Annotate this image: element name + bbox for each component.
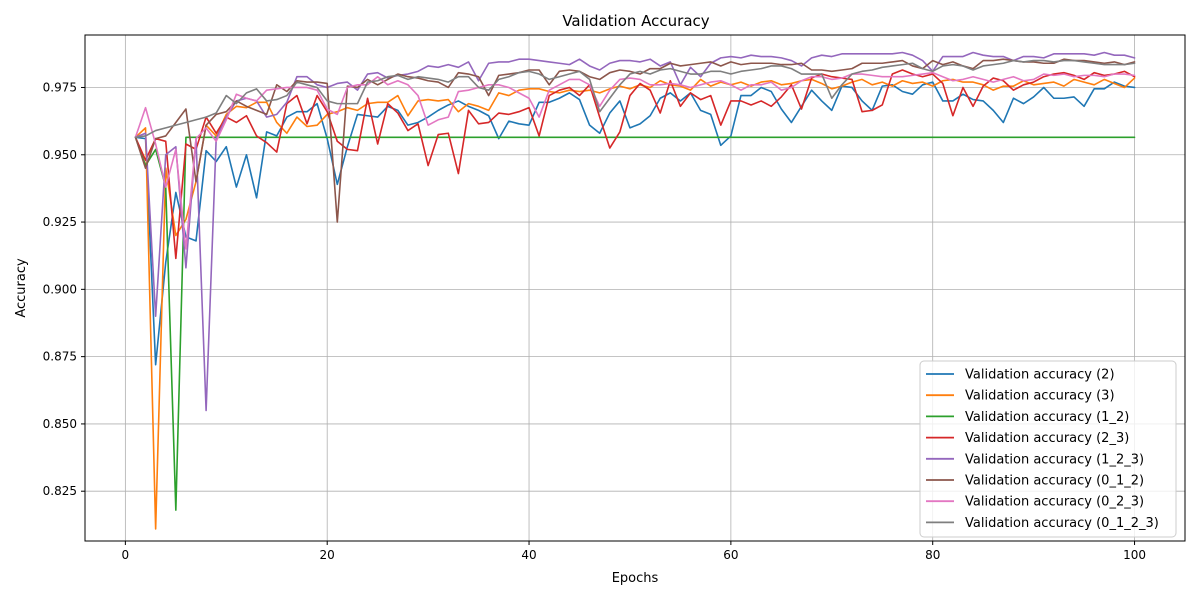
x-tick-label: 60: [723, 548, 738, 562]
y-tick-label: 0.875: [43, 350, 77, 364]
y-axis-ticks: 0.825 0.850 0.875 0.900 0.925 0.950 0.975: [43, 80, 85, 498]
chart-title: Validation Accuracy: [562, 12, 709, 30]
legend-label: Validation accuracy (1_2_3): [965, 452, 1144, 467]
x-tick-label: 0: [122, 548, 130, 562]
y-tick-label: 0.850: [43, 417, 77, 431]
y-axis-label: Accuracy: [14, 258, 29, 318]
series-group: [134, 51, 1136, 530]
legend-label: Validation accuracy (0_1_2_3): [965, 516, 1159, 531]
legend-label: Validation accuracy (3): [965, 389, 1115, 404]
series-line-3: [134, 69, 1136, 260]
legend-box: [919, 360, 1177, 538]
plot-frame: [84, 34, 1186, 542]
legend-label: Validation accuracy (0_1_2): [965, 474, 1144, 489]
x-tick-label: 40: [521, 548, 536, 562]
x-tick-label: 80: [925, 548, 940, 562]
y-tick-label: 0.825: [43, 484, 77, 498]
y-tick-label: 0.975: [43, 80, 77, 94]
legend-label: Validation accuracy (0_2_3): [965, 495, 1144, 510]
legend-items: Validation accuracy (2) Validation accura…: [926, 368, 1159, 531]
legend-label: Validation accuracy (2_3): [965, 431, 1129, 446]
series-line-4: [134, 51, 1136, 412]
series-line-1: [134, 77, 1136, 530]
series-line-7: [134, 59, 1136, 139]
legend-label: Validation accuracy (2): [965, 368, 1115, 383]
series-line-2: [134, 136, 1136, 511]
y-tick-label: 0.950: [43, 148, 77, 162]
x-tick-label: 100: [1123, 548, 1146, 562]
series-line-6: [134, 71, 1136, 250]
y-tick-label: 0.925: [43, 215, 77, 229]
legend-label: Validation accuracy (1_2): [965, 410, 1129, 425]
x-axis-ticks: 0 20 40 60 80 100: [122, 541, 1146, 562]
legend: Validation accuracy (2) Validation accura…: [919, 360, 1177, 538]
y-tick-label: 0.900: [43, 282, 77, 296]
x-tick-label: 20: [320, 548, 335, 562]
x-axis-label: Epochs: [612, 571, 659, 586]
